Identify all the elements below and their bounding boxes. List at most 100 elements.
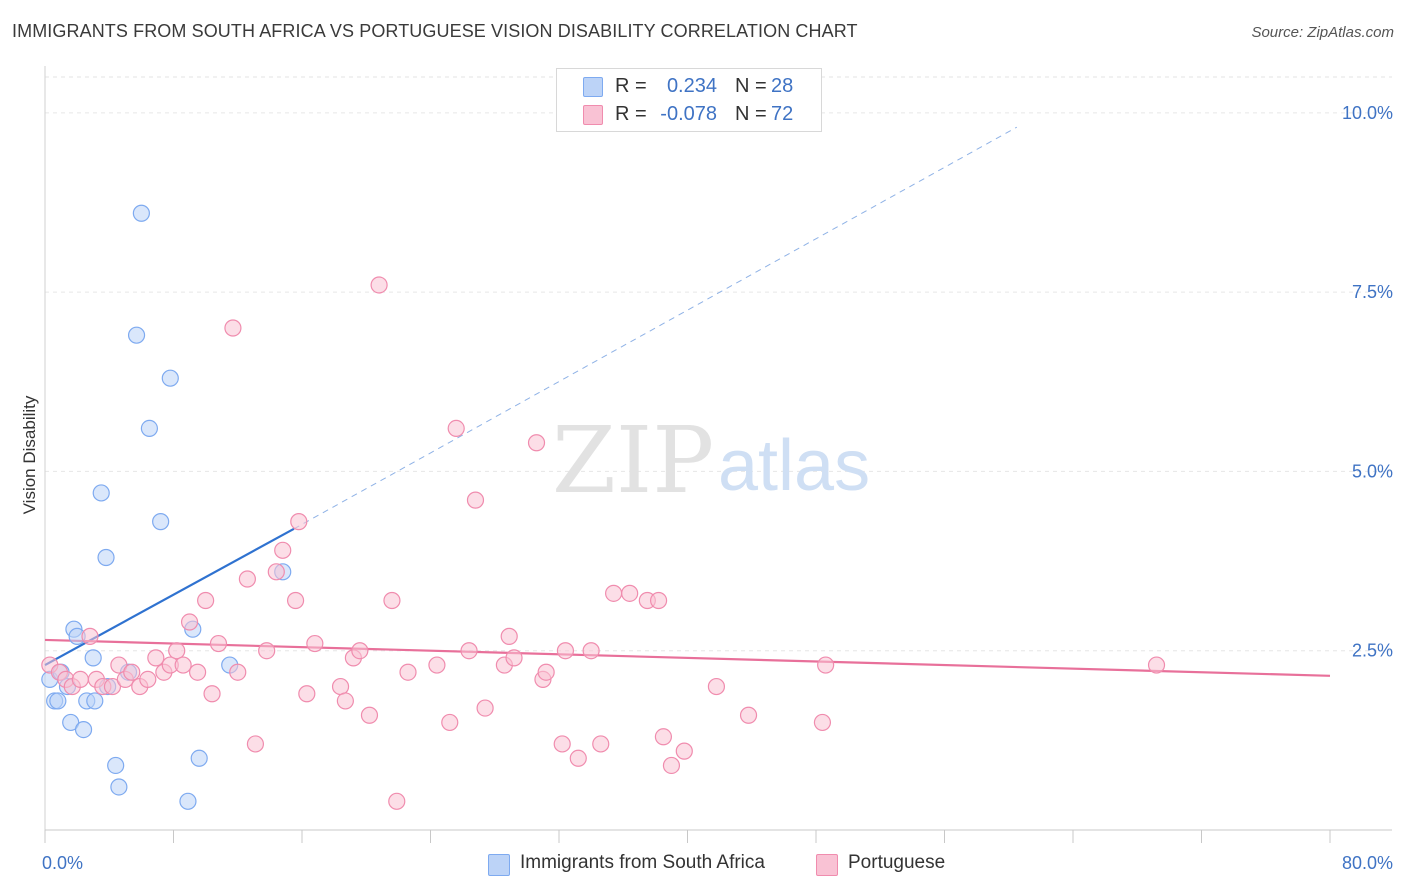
south-africa-swatch (583, 77, 603, 97)
x-tick-label: 80.0% (1342, 853, 1393, 873)
portuguese-point (388, 792, 406, 810)
watermark-zip: ZIP (552, 407, 714, 514)
portuguese-point (290, 513, 308, 531)
r-label: R = (615, 103, 647, 125)
trend-layer (44, 126, 1331, 677)
watermark-atlas: atlas (718, 426, 870, 506)
south-africa-point (140, 419, 159, 437)
portuguese-point (553, 735, 571, 753)
y-tick-label: 7.5% (1352, 282, 1393, 302)
portuguese-point (298, 685, 316, 703)
portuguese-point (569, 749, 587, 767)
south-africa-legend-label: Immigrants from South Africa (520, 852, 765, 873)
portuguese-point (209, 634, 228, 653)
chart-title: IMMIGRANTS FROM SOUTH AFRICA VS PORTUGUE… (12, 21, 858, 41)
portuguese-point (460, 642, 478, 660)
portuguese-point (537, 663, 555, 681)
portuguese-point (621, 584, 639, 602)
portuguese-point (286, 591, 305, 610)
south-africa-point (179, 792, 197, 810)
south-africa-point (190, 749, 208, 767)
portuguese-point (399, 663, 417, 681)
portuguese-point (168, 642, 186, 660)
south-africa-point (49, 692, 67, 710)
y-tick-label: 5.0% (1352, 461, 1393, 481)
portuguese-point (306, 634, 324, 653)
portuguese-point (238, 570, 256, 588)
portuguese-point (813, 713, 832, 732)
portuguese-point (258, 642, 276, 660)
portuguese-point (331, 677, 350, 696)
portuguese-point (582, 642, 600, 660)
portuguese-point (605, 584, 623, 602)
portuguese-legend-swatch (816, 854, 838, 876)
portuguese-point (110, 656, 128, 674)
n-label: N = (735, 103, 767, 125)
portuguese-point (360, 706, 379, 724)
portuguese-point (267, 563, 285, 581)
south-africa-point (107, 756, 125, 775)
portuguese-point (71, 670, 89, 689)
south-africa-point (127, 326, 146, 344)
portuguese-point (447, 419, 465, 437)
south-africa-point (86, 692, 104, 710)
portuguese-point (707, 677, 726, 696)
n-label: N = (735, 75, 767, 97)
portuguese-point (428, 656, 446, 674)
south-africa-point (132, 204, 150, 222)
portuguese-point (556, 642, 575, 660)
grid-layer (45, 76, 1392, 652)
portuguese-legend-label: Portuguese (848, 852, 946, 873)
r-value: -0.078 (660, 103, 717, 125)
south-africa-point (161, 369, 179, 387)
portuguese-point (817, 656, 835, 674)
y-tick-label: 2.5% (1352, 641, 1393, 661)
portuguese-point (246, 735, 265, 753)
south-africa-trend-line (44, 527, 295, 667)
south-africa-legend-swatch (488, 854, 510, 876)
y-tick-label: 10.0% (1342, 103, 1393, 123)
portuguese-point (197, 591, 215, 610)
portuguese-point (500, 627, 518, 645)
axis-layer (44, 66, 1392, 843)
south-africa-point (110, 778, 128, 796)
portuguese-trend-line (44, 638, 1331, 677)
points-layer (41, 204, 1166, 810)
legend-row-portuguese: R = -0.078 N = 72 (557, 101, 821, 129)
portuguese-point (739, 706, 758, 724)
x-tick-label: 0.0% (42, 853, 83, 873)
portuguese-point (476, 699, 494, 717)
source-label: Source: ZipAtlas.com (1251, 24, 1394, 41)
portuguese-point (123, 663, 141, 681)
portuguese-point (351, 642, 369, 660)
n-value: 72 (771, 103, 794, 125)
portuguese-point (203, 685, 221, 703)
south-africa-point (74, 720, 93, 739)
portuguese-point (229, 663, 247, 681)
correlation-legend: R = 0.234 N = 28 R = -0.078 N = 72 (556, 68, 822, 132)
portuguese-point (188, 663, 207, 681)
south-africa-point (84, 649, 102, 667)
portuguese-point (654, 728, 673, 746)
portuguese-point (274, 541, 292, 559)
portuguese-point (527, 434, 546, 452)
portuguese-point (147, 649, 165, 667)
south-africa-point (152, 513, 170, 531)
legend-row-south-africa: R = 0.234 N = 28 (557, 73, 821, 101)
portuguese-point (675, 742, 693, 760)
portuguese-point (441, 713, 459, 732)
south-africa-point (97, 548, 115, 567)
label-layer: 2.5% 5.0% 7.5% 10.0% 0.0% 80.0% Vision Disabil… (20, 103, 1393, 873)
y-axis-title: Vision Disability (20, 395, 39, 514)
portuguese-point (224, 319, 242, 337)
portuguese-point (174, 656, 192, 674)
portuguese-point (505, 649, 523, 667)
r-value: 0.234 (666, 75, 717, 97)
portuguese-point (466, 491, 485, 509)
portuguese-point (649, 591, 668, 610)
portuguese-point (592, 735, 610, 753)
n-value: 28 (771, 75, 794, 97)
portuguese-point (383, 591, 401, 610)
portuguese-swatch (583, 105, 603, 125)
